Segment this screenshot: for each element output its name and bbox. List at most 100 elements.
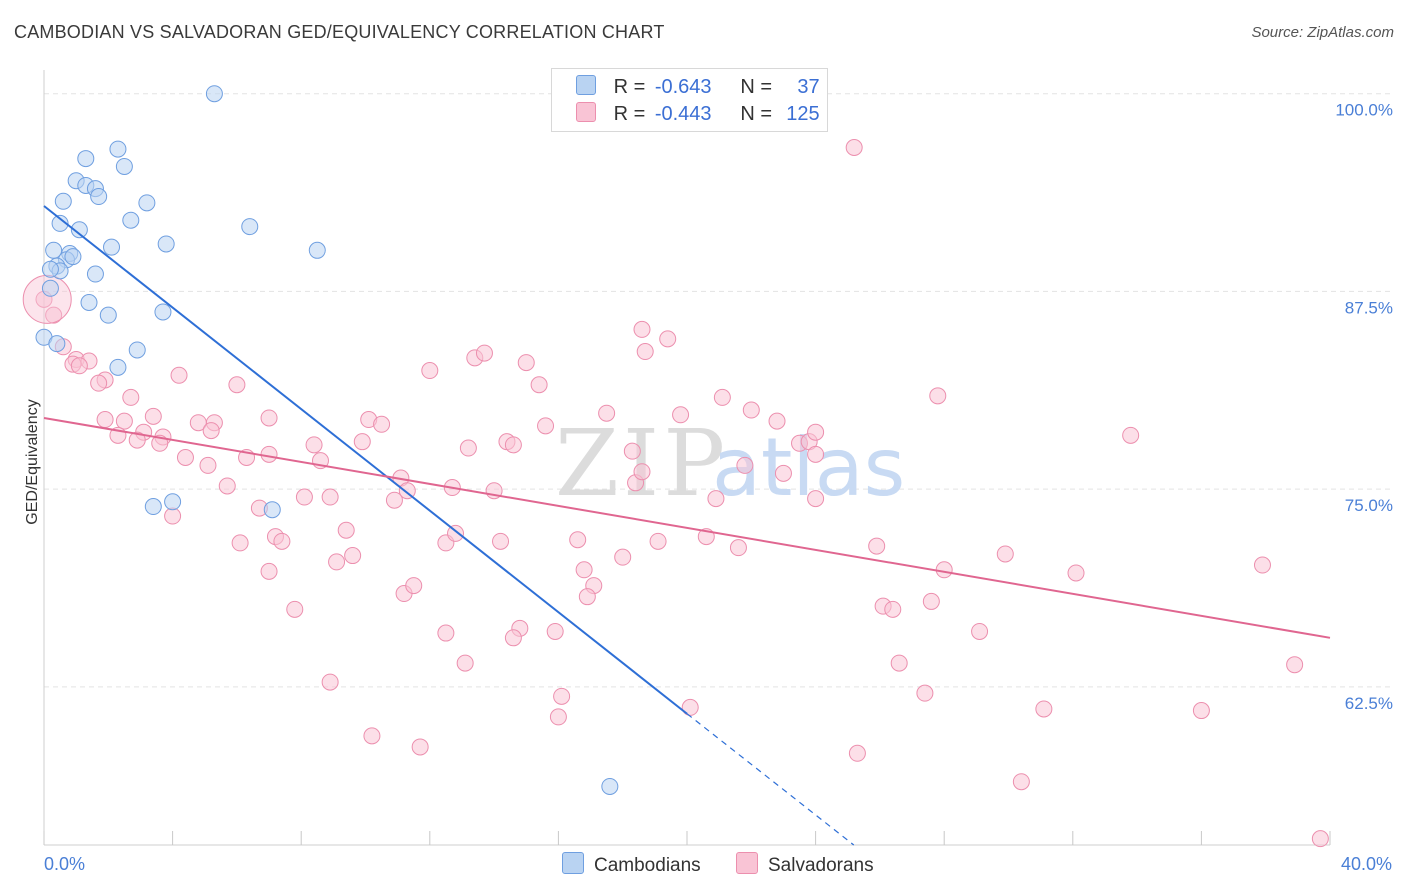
salvadoran-point — [774, 464, 792, 482]
y-tick-label: 100.0% — [1335, 101, 1393, 120]
y-tick-label: 75.0% — [1345, 496, 1393, 515]
salvadoran-point — [672, 406, 690, 424]
salvadoran-point — [868, 537, 886, 555]
salvadoran-point — [398, 482, 416, 500]
series-swatch-cambodians — [562, 852, 584, 874]
salvadoran-point — [176, 449, 194, 466]
salvadoran-point — [614, 548, 632, 566]
salvadoran-point — [807, 445, 825, 463]
salvadoran-point — [305, 436, 323, 454]
legend-n-label: N = — [740, 103, 773, 125]
salvadoran-point — [1192, 702, 1210, 720]
legend-n-value-cambodians: 37 — [797, 76, 820, 98]
salvadoran-point — [447, 524, 465, 542]
salvadoran-point — [405, 577, 423, 595]
salvadoran-point — [537, 417, 555, 435]
salvadoran-point — [504, 629, 522, 647]
cambodian-point — [109, 140, 127, 158]
x-tick-label: 40.0% — [1341, 854, 1392, 874]
salvadoran-point — [286, 600, 304, 618]
salvadoran-point — [344, 547, 362, 565]
salvadoran-point — [273, 532, 291, 550]
salvadoran-point — [729, 539, 747, 557]
legend-n-value-salvadorans: 125 — [786, 103, 820, 125]
cambodian-point — [54, 192, 72, 210]
series-legend-cambodians: Cambodians — [562, 852, 701, 877]
salvadoran-point — [459, 439, 477, 457]
salvadoran-point — [971, 622, 989, 640]
salvadoran-point — [768, 412, 786, 430]
salvadoran-point — [218, 477, 236, 495]
series-label-cambodians: Cambodians — [594, 855, 701, 876]
chart-title: CAMBODIAN VS SALVADORAN GED/EQUIVALENCY … — [14, 22, 665, 42]
salvadoran-point — [202, 422, 220, 440]
series-legend-salvadorans: Salvadorans — [736, 852, 874, 877]
cambodian-point — [90, 188, 108, 206]
axis-labels: 100.0% 87.5% 75.0% 62.5% 0.0% 40.0% — [44, 101, 1393, 874]
salvadoran-point — [1253, 556, 1271, 574]
cambodian-point — [164, 493, 182, 511]
salvadoran-point — [363, 727, 381, 745]
cambodian-point — [122, 211, 140, 229]
cambodian-point — [41, 279, 59, 297]
salvadoran-point — [929, 387, 947, 405]
salvadoran-point — [623, 442, 641, 460]
cambodian-trend-extension — [686, 713, 855, 846]
salvadoran-point — [636, 343, 654, 361]
trend-lines — [43, 205, 1331, 846]
legend-n-label: N = — [740, 76, 773, 98]
legend-r-value-salvadorans: -0.443 — [654, 103, 712, 125]
cambodian-point — [115, 157, 133, 175]
salvadoran-point — [96, 411, 114, 429]
salvadoran-point — [144, 407, 162, 425]
salvadoran-point — [553, 687, 571, 705]
cambodian-point — [86, 265, 104, 283]
salvadoran-point — [633, 320, 651, 338]
salvadoran-point — [922, 592, 940, 610]
salvadoran-point — [736, 456, 754, 474]
salvadoran-point — [681, 698, 699, 716]
y-tick-label: 62.5% — [1345, 694, 1393, 713]
axes — [43, 70, 1331, 846]
salvadoran-point — [122, 388, 140, 406]
salvadoran-point — [45, 306, 63, 324]
cambodian-point — [263, 501, 281, 519]
salvadoran-point — [578, 588, 596, 606]
salvadoran-point — [916, 684, 934, 702]
salvadoran-trend-line — [43, 416, 1331, 639]
salvadoran-point — [337, 521, 355, 539]
salvadoran-point — [659, 330, 677, 348]
salvadoran-point — [742, 401, 760, 419]
cambodian-point — [109, 358, 127, 376]
salvadoran-point — [164, 507, 182, 525]
chart-source: Source: ZipAtlas.com — [1251, 24, 1394, 41]
legend-r-value-cambodians: -0.643 — [654, 76, 712, 98]
cambodian-point — [48, 335, 66, 353]
salvadoran-point — [90, 374, 108, 392]
salvadoran-point — [70, 357, 88, 375]
salvadoran-point — [1122, 426, 1140, 444]
legend-swatch-cambodians — [576, 75, 596, 95]
salvadoran-point — [260, 409, 278, 427]
cambodian-point — [70, 221, 88, 239]
cambodian-point — [157, 235, 175, 253]
salvadoran-point — [228, 376, 246, 394]
legend-row-salvadorans: R = -0.443 N = 125 — [576, 102, 820, 126]
salvadoran-point — [845, 139, 863, 156]
salvadoran-point — [598, 404, 616, 422]
cambodian-point — [144, 498, 162, 516]
salvadoran-point — [848, 744, 866, 762]
legend-row-cambodians: R = -0.643 N = 37 — [576, 75, 820, 99]
cambodian-point — [205, 85, 223, 103]
salvadoran-point — [884, 600, 902, 618]
salvadoran-point — [385, 491, 403, 509]
cambodian-point — [308, 241, 326, 259]
x-tick-label: 0.0% — [44, 854, 85, 874]
salvadoran-point — [199, 456, 217, 474]
cambodian-point — [154, 303, 172, 321]
legend-r-label: R = — [613, 103, 646, 125]
stats-legend: R = -0.643 N = 37 R = -0.443 N = 125 — [551, 68, 828, 132]
salvadoran-point — [1311, 830, 1329, 848]
salvadoran-point — [321, 488, 339, 506]
salvadoran-point — [421, 362, 439, 380]
